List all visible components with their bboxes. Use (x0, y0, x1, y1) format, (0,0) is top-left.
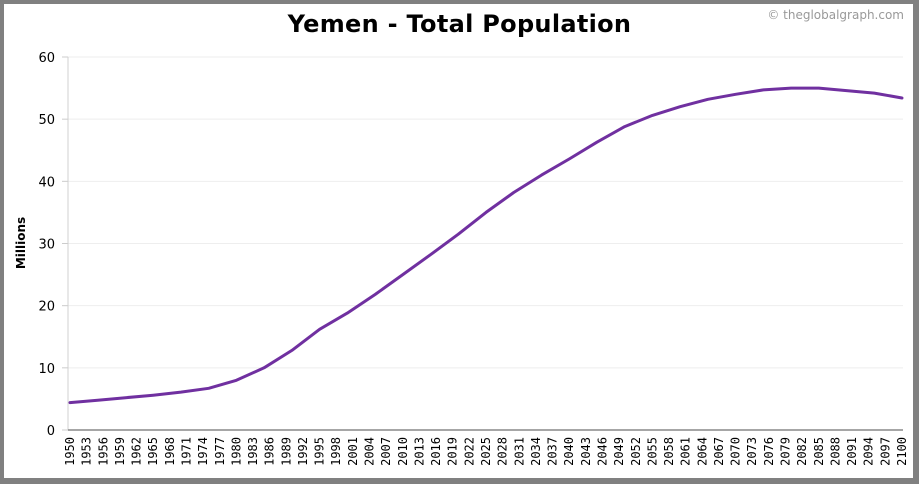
x-tick-label: 2049 (612, 437, 626, 466)
x-tick-label: 2010 (396, 437, 410, 466)
x-tick-label: 2004 (363, 437, 377, 466)
x-tick-label: 2064 (695, 437, 709, 466)
population-line (68, 86, 904, 405)
x-tick-label: 2013 (412, 437, 426, 466)
x-tick-label: 2025 (479, 437, 493, 466)
x-tick-label: 2085 (812, 437, 826, 466)
x-tick-label: 2031 (512, 437, 526, 466)
x-tick-label: 1977 (213, 437, 227, 466)
x-tick-label: 2070 (729, 437, 743, 466)
x-tick-label: 2097 (878, 437, 892, 466)
y-tick-label: 10 (38, 362, 55, 377)
x-tick-label: 2016 (429, 437, 443, 466)
x-axis-ticks: 1950 1953 1956 1959 1962 1965 1968 1971 1974 1977… (63, 437, 909, 466)
x-tick-label: 2034 (529, 437, 543, 466)
x-tick-label: 1959 (113, 437, 127, 466)
x-tick-label: 2028 (496, 437, 510, 466)
x-tick-label: 1992 (296, 437, 310, 466)
x-tick-label: 2046 (595, 437, 609, 466)
x-tick-label: 2079 (779, 437, 793, 466)
x-tick-label: 2082 (795, 437, 809, 466)
x-tick-label: 2052 (629, 437, 643, 466)
x-tick-label: 2001 (346, 437, 360, 466)
x-tick-label: 2100 (895, 437, 909, 466)
x-tick-label: 1995 (313, 437, 327, 466)
x-tick-label: 2055 (645, 437, 659, 466)
x-tick-label: 1956 (96, 437, 110, 466)
x-tick-label: 1989 (279, 437, 293, 466)
x-tick-label: 1971 (179, 437, 193, 466)
credit-watermark: © theglobalgraph.com (767, 8, 904, 22)
x-tick-label: 1962 (130, 437, 144, 466)
x-tick-label: 1968 (163, 437, 177, 466)
x-tick-label: 2061 (679, 437, 693, 466)
x-tick-label: 1986 (263, 437, 277, 466)
chart-title: Yemen - Total Population (287, 10, 632, 38)
x-tick-label: 2058 (662, 437, 676, 466)
y-tick-label: 60 (38, 51, 55, 66)
x-tick-label: 2091 (845, 437, 859, 466)
y-tick-label: 40 (38, 175, 55, 190)
y-axis-ticks: 0 10 20 30 40 50 60 (38, 51, 68, 439)
y-tick-label: 20 (38, 300, 55, 315)
x-tick-label: 1980 (229, 437, 243, 466)
gridlines (68, 56, 903, 369)
x-tick-label: 2040 (562, 437, 576, 466)
x-tick-label: 2076 (762, 437, 776, 466)
x-tick-label: 1953 (80, 437, 94, 466)
x-tick-label: 2007 (379, 437, 393, 466)
y-tick-label: 0 (47, 424, 55, 439)
y-tick-label: 50 (38, 113, 55, 128)
x-tick-label: 2073 (745, 437, 759, 466)
x-tick-label: 1983 (246, 437, 260, 466)
x-tick-label: 2043 (579, 437, 593, 466)
x-tick-label: 2094 (862, 437, 876, 466)
x-tick-label: 1965 (146, 437, 160, 466)
x-tick-label: 2037 (546, 437, 560, 466)
x-tick-label: 2022 (462, 437, 476, 466)
x-tick-label: 2088 (828, 437, 842, 466)
y-axis-title: Millions (14, 217, 28, 269)
x-tick-label: 2019 (446, 437, 460, 466)
x-tick-label: 1974 (196, 437, 210, 466)
x-tick-label: 2067 (712, 437, 726, 466)
x-tick-label: 1998 (329, 437, 343, 466)
x-tick-label: 1950 (63, 437, 77, 466)
y-tick-label: 30 (38, 238, 55, 253)
